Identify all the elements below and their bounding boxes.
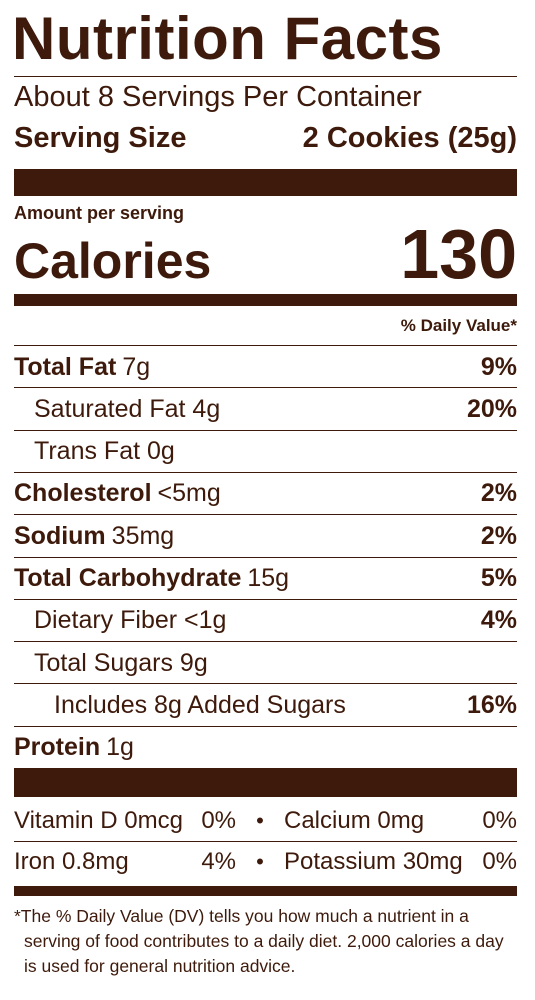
- nutrient-dv: 4%: [480, 606, 517, 635]
- divider: [14, 641, 517, 643]
- nutrient-row: Total Sugars 9g: [14, 642, 517, 684]
- calories-label: Calories: [14, 233, 212, 289]
- divider: [14, 345, 517, 346]
- nutrient-row: Includes 8g Added Sugars 16%: [14, 684, 517, 726]
- servings: About 8 Servings Per Container: [14, 81, 422, 113]
- calories-value: 130: [400, 215, 517, 293]
- vitamin-dv: 0%: [482, 807, 517, 834]
- thick-bar: [14, 768, 517, 797]
- divider: [14, 471, 517, 473]
- nutrient-row: Trans Fat 0g: [14, 431, 517, 473]
- divider: [14, 556, 517, 558]
- nutrient-name: Total Sugars 9g: [34, 648, 208, 677]
- vitamin-row: Vitamin D 0mcg 0% • Calcium 0mg 0%: [14, 801, 517, 841]
- vitamin-dv: 4%: [201, 848, 236, 875]
- title: Nutrition Facts: [12, 5, 443, 72]
- vitamin-row: Iron 0.8mg 4% • Potassium 30mg 0%: [14, 842, 517, 882]
- divider: [14, 429, 517, 431]
- nutrient-row: Protein 1g: [14, 727, 517, 769]
- divider: [14, 683, 517, 685]
- nutrient-row: Dietary Fiber <1g 4%: [14, 600, 517, 642]
- divider: [14, 387, 517, 389]
- nutrient-name: Saturated Fat 4g: [34, 394, 221, 423]
- vitamin-name: Calcium 0mg: [284, 807, 425, 834]
- nutrient-amount: 15g: [247, 564, 290, 592]
- divider: [14, 725, 517, 727]
- nutrient-row: Total Carbohydrate 15g 5%: [14, 558, 517, 600]
- footnote: *The % Daily Value (DV) tells you how mu…: [14, 906, 504, 976]
- nutrient-dv: 2%: [480, 479, 517, 508]
- nutrient-name: Cholesterol: [14, 479, 152, 508]
- nutrient-amount: 1g: [106, 733, 134, 762]
- nutrient-dv: 16%: [466, 690, 517, 719]
- nutrient-name: Dietary Fiber <1g: [34, 606, 227, 635]
- nutrient-row: Total Fat 7g 9%: [14, 346, 517, 388]
- vitamin-cell: Iron 0.8mg 4%: [14, 848, 236, 876]
- vitamin-name: Iron 0.8mg: [14, 848, 129, 875]
- vitamin-cell: Vitamin D 0mcg 0%: [14, 807, 236, 835]
- vitamin-dv: 0%: [201, 807, 236, 834]
- serving-size-label: Serving Size: [14, 122, 187, 154]
- dv-header: % Daily Value*: [400, 316, 517, 335]
- thick-bar: [14, 294, 517, 306]
- nutrient-row: Saturated Fat 4g 20%: [14, 388, 517, 430]
- divider: [14, 598, 517, 600]
- thick-bar: [14, 169, 517, 196]
- bullet: •: [256, 849, 264, 874]
- divider: [14, 841, 517, 842]
- vitamin-cell: Potassium 30mg 0%: [284, 848, 517, 876]
- nutrient-amount: 7g: [122, 352, 151, 381]
- vitamin-cell: Calcium 0mg 0%: [284, 807, 517, 835]
- nutrient-row: Cholesterol <5mg 2%: [14, 473, 517, 515]
- divider: [14, 514, 517, 516]
- nutrient-dv: 9%: [480, 352, 517, 381]
- nutrient-amount: <5mg: [157, 479, 221, 508]
- divider: [14, 76, 517, 77]
- nutrient-name: Total Fat: [14, 352, 117, 381]
- vitamin-name: Vitamin D 0mcg: [14, 807, 183, 834]
- nutrient-amount: 35mg: [111, 521, 175, 550]
- serving-size-line: Serving Size 2 Cookies (25g): [14, 122, 517, 155]
- vitamin-dv: 0%: [482, 848, 517, 875]
- thick-bar: [14, 886, 517, 896]
- nutrient-dv: 5%: [480, 564, 517, 592]
- vitamin-name: Potassium 30mg: [284, 848, 463, 875]
- amount-per-serving: Amount per serving: [14, 203, 185, 223]
- nutrient-name: Trans Fat 0g: [34, 437, 175, 466]
- nutrient-name: Protein: [14, 733, 101, 762]
- nutrient-name: Sodium: [14, 521, 106, 550]
- nutrient-name: Total Carbohydrate: [14, 564, 242, 592]
- nutrient-row: Sodium 35mg 2%: [14, 515, 517, 557]
- nutrient-dv: 2%: [480, 521, 517, 550]
- nutrient-dv: 20%: [466, 394, 517, 423]
- bullet: •: [256, 808, 264, 833]
- nutrient-name: Includes 8g Added Sugars: [54, 690, 346, 719]
- serving-size: 2 Cookies (25g): [302, 122, 517, 154]
